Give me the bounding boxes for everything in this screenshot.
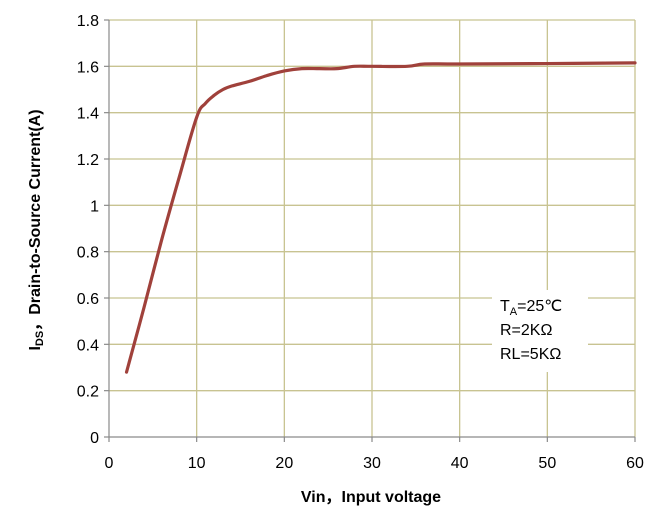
x-tick-label: 30 xyxy=(363,455,381,472)
x-tick-label: 50 xyxy=(538,455,556,472)
annotation-t: T xyxy=(500,298,510,315)
annotation-background xyxy=(492,290,588,372)
y-axis-title: IDS，Drain-to-Source Current(A) xyxy=(27,109,46,350)
y-axis-title-rest: ，Drain-to-Source Current(A) xyxy=(27,109,44,330)
y-tick-label: 1.4 xyxy=(77,106,99,123)
y-tick-label: 0.2 xyxy=(77,384,99,401)
annotation-load-resistance: RL=5KΩ xyxy=(500,346,561,363)
x-tick-label: 0 xyxy=(105,455,114,472)
y-tick-label: 1.8 xyxy=(77,13,99,30)
y-tick-label: 0.6 xyxy=(77,291,99,308)
annotation-box: TA=25℃ R=2KΩ RL=5KΩ xyxy=(492,290,588,372)
x-tick-label: 40 xyxy=(451,455,469,472)
annotation-t-subscript: A xyxy=(510,306,518,318)
y-tick-labels: 0 0.2 0.4 0.6 0.8 1 1.2 1.4 1.6 1.8 xyxy=(77,13,99,447)
y-tick-label: 0.4 xyxy=(77,337,99,354)
annotation-temperature: TA=25℃ xyxy=(500,298,562,318)
series-layer xyxy=(124,61,637,374)
y-tick-label: 1.6 xyxy=(77,59,99,76)
grid-lines xyxy=(109,19,636,437)
y-tick-label: 1.2 xyxy=(77,152,99,169)
y-axis-title-subscript: DS xyxy=(34,331,46,346)
x-tick-label: 20 xyxy=(275,455,293,472)
x-tick-label: 60 xyxy=(626,455,644,472)
x-axis-title: Vin，Input voltage xyxy=(301,489,441,506)
y-tick-label: 1 xyxy=(90,198,99,215)
axes xyxy=(104,19,636,442)
series-line xyxy=(124,61,637,374)
annotation-t-value: =25℃ xyxy=(517,298,562,315)
y-tick-label: 0 xyxy=(90,430,99,447)
y-axis-title-i: I xyxy=(27,346,44,350)
annotation-resistance: R=2KΩ xyxy=(500,322,552,339)
y-tick-label: 0.8 xyxy=(77,245,99,262)
x-tick-labels: 0 10 20 30 40 50 60 xyxy=(105,455,644,472)
x-tick-label: 10 xyxy=(188,455,206,472)
